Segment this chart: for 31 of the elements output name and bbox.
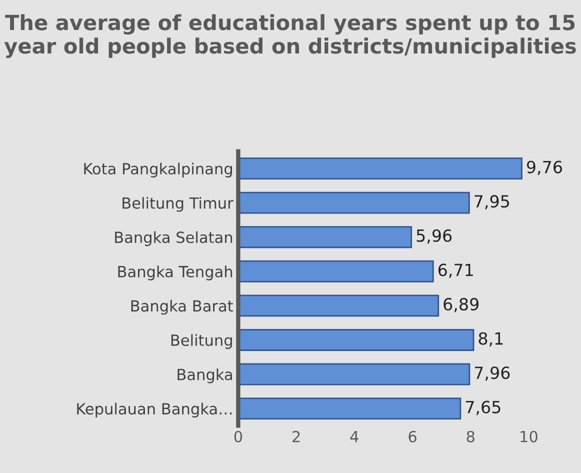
y-tick-label: Bangka Barat [131, 300, 233, 315]
y-tick-label: Bangka Selatan [115, 231, 232, 246]
bar [238, 158, 522, 180]
y-tick-label: Bangka Tengah [118, 266, 232, 280]
y-tick-label: Bangka [178, 368, 232, 384]
y-tick-label: Kota Pangkalpinang [84, 162, 232, 178]
y-tick-label: Kepulauan Bangka… [77, 402, 232, 418]
bar [238, 226, 412, 248]
x-tick-label: 6 [408, 430, 416, 442]
data-label: 9,76 [526, 160, 562, 176]
x-tick-label: 8 [466, 430, 474, 442]
bar [238, 328, 474, 351]
y-tick-label: Belitung Timur [122, 196, 234, 212]
x-tick-label: 0 [234, 430, 242, 442]
x-tick-label: 2 [292, 430, 300, 442]
x-tick-label: 10 [520, 430, 538, 442]
data-label: 6,89 [444, 298, 478, 312]
data-label: 8,1 [478, 332, 503, 347]
chart-title: The average of educational years spent up to 15 year old people based on districts/municipalities [4, 14, 576, 58]
data-label: 7,95 [474, 195, 509, 210]
bar [238, 260, 434, 282]
x-tick-label: 4 [350, 431, 358, 442]
bar [238, 294, 440, 317]
bar [238, 398, 462, 420]
data-label: 7,96 [474, 366, 510, 381]
data-label: 7,65 [466, 400, 500, 416]
bar [238, 363, 470, 386]
data-label: 5,96 [416, 229, 452, 244]
data-label: 6,71 [438, 264, 473, 278]
bar [238, 192, 470, 214]
y-tick-label: Belitung [171, 334, 232, 349]
